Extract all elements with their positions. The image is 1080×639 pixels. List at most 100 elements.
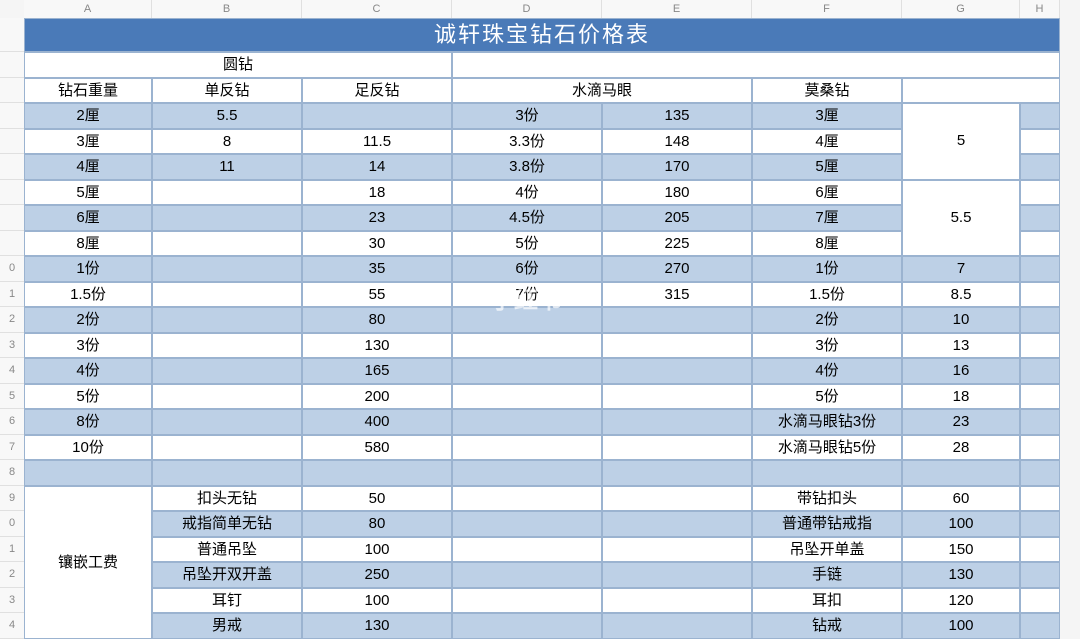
cell[interactable]: 315: [602, 282, 752, 308]
cell[interactable]: [1020, 333, 1060, 359]
cell[interactable]: 2份: [752, 307, 902, 333]
cell[interactable]: [302, 460, 452, 486]
cell[interactable]: 莫桑钻: [752, 78, 902, 104]
cell[interactable]: 3厘: [24, 129, 152, 155]
cell[interactable]: 5份: [752, 384, 902, 410]
cell[interactable]: [902, 78, 1060, 104]
cell[interactable]: 5份: [24, 384, 152, 410]
cell[interactable]: 5.5: [152, 103, 302, 129]
cell[interactable]: [152, 435, 302, 461]
cell[interactable]: [1020, 537, 1060, 563]
cell[interactable]: 5厘: [24, 180, 152, 206]
cell[interactable]: 13: [902, 333, 1020, 359]
cell[interactable]: 5: [902, 103, 1020, 180]
cell[interactable]: 足反钻: [302, 78, 452, 104]
cell[interactable]: [602, 537, 752, 563]
cell[interactable]: 5.5: [902, 180, 1020, 257]
cell[interactable]: [452, 384, 602, 410]
cell[interactable]: 18: [902, 384, 1020, 410]
cell[interactable]: 250: [302, 562, 452, 588]
cell[interactable]: 4厘: [24, 154, 152, 180]
cell[interactable]: 钻石重量: [24, 78, 152, 104]
cell[interactable]: 4份: [752, 358, 902, 384]
cell[interactable]: [902, 460, 1020, 486]
cell[interactable]: [1020, 282, 1060, 308]
cell[interactable]: [452, 511, 602, 537]
cell[interactable]: 3份: [452, 103, 602, 129]
cell[interactable]: 普通带钻戒指: [752, 511, 902, 537]
cell[interactable]: 1份: [24, 256, 152, 282]
cell[interactable]: [602, 333, 752, 359]
cell[interactable]: [152, 205, 302, 231]
cell[interactable]: [452, 435, 602, 461]
cell[interactable]: 148: [602, 129, 752, 155]
cell[interactable]: [602, 588, 752, 614]
cell[interactable]: 28: [902, 435, 1020, 461]
cell[interactable]: [452, 562, 602, 588]
cell[interactable]: 130: [902, 562, 1020, 588]
cell[interactable]: [452, 409, 602, 435]
cell[interactable]: 吊坠开单盖: [752, 537, 902, 563]
cell[interactable]: [602, 384, 752, 410]
cell[interactable]: 8厘: [24, 231, 152, 257]
cell[interactable]: [152, 231, 302, 257]
cell[interactable]: 3.8份: [452, 154, 602, 180]
cell[interactable]: [152, 256, 302, 282]
cell[interactable]: 5份: [452, 231, 602, 257]
cell[interactable]: [452, 358, 602, 384]
cell[interactable]: [602, 562, 752, 588]
cell[interactable]: 8: [152, 129, 302, 155]
cell[interactable]: [1020, 460, 1060, 486]
cell[interactable]: 55: [302, 282, 452, 308]
cell[interactable]: 7: [902, 256, 1020, 282]
cell[interactable]: [1020, 180, 1060, 206]
cell[interactable]: 130: [302, 333, 452, 359]
cell[interactable]: 10: [902, 307, 1020, 333]
cell[interactable]: [602, 358, 752, 384]
cell[interactable]: [1020, 129, 1060, 155]
cell[interactable]: 100: [302, 588, 452, 614]
cell[interactable]: [1020, 511, 1060, 537]
cell[interactable]: 80: [302, 511, 452, 537]
cell[interactable]: [1020, 588, 1060, 614]
cell[interactable]: 扣头无钻: [152, 486, 302, 512]
cell[interactable]: 1份: [752, 256, 902, 282]
cell[interactable]: 1.5份: [752, 282, 902, 308]
cell[interactable]: [1020, 358, 1060, 384]
cell[interactable]: 180: [602, 180, 752, 206]
cell[interactable]: 205: [602, 205, 752, 231]
cell[interactable]: 5厘: [752, 154, 902, 180]
cell[interactable]: 270: [602, 256, 752, 282]
cell[interactable]: 男戒: [152, 613, 302, 639]
cell[interactable]: 8份: [24, 409, 152, 435]
cell[interactable]: 普通吊坠: [152, 537, 302, 563]
cell[interactable]: 35: [302, 256, 452, 282]
cell[interactable]: [302, 103, 452, 129]
cell[interactable]: 2厘: [24, 103, 152, 129]
cell[interactable]: [452, 537, 602, 563]
cell[interactable]: 2份: [24, 307, 152, 333]
cell[interactable]: 4份: [24, 358, 152, 384]
cell[interactable]: 圆钻: [24, 52, 452, 78]
cell[interactable]: 8厘: [752, 231, 902, 257]
cell[interactable]: 200: [302, 384, 452, 410]
cell[interactable]: 1.5份: [24, 282, 152, 308]
cell[interactable]: 135: [602, 103, 752, 129]
cell[interactable]: 7份: [452, 282, 602, 308]
cell[interactable]: [1020, 205, 1060, 231]
cell[interactable]: 23: [902, 409, 1020, 435]
cell[interactable]: 100: [302, 537, 452, 563]
cell[interactable]: 165: [302, 358, 452, 384]
cell[interactable]: [152, 307, 302, 333]
cell[interactable]: 23: [302, 205, 452, 231]
cell[interactable]: [452, 486, 602, 512]
cell[interactable]: 225: [602, 231, 752, 257]
cell[interactable]: [1020, 307, 1060, 333]
cell[interactable]: [24, 460, 152, 486]
cell[interactable]: [602, 511, 752, 537]
cell[interactable]: 11.5: [302, 129, 452, 155]
cell[interactable]: 4厘: [752, 129, 902, 155]
cell[interactable]: [452, 307, 602, 333]
cell[interactable]: [452, 333, 602, 359]
cell[interactable]: 100: [902, 613, 1020, 639]
